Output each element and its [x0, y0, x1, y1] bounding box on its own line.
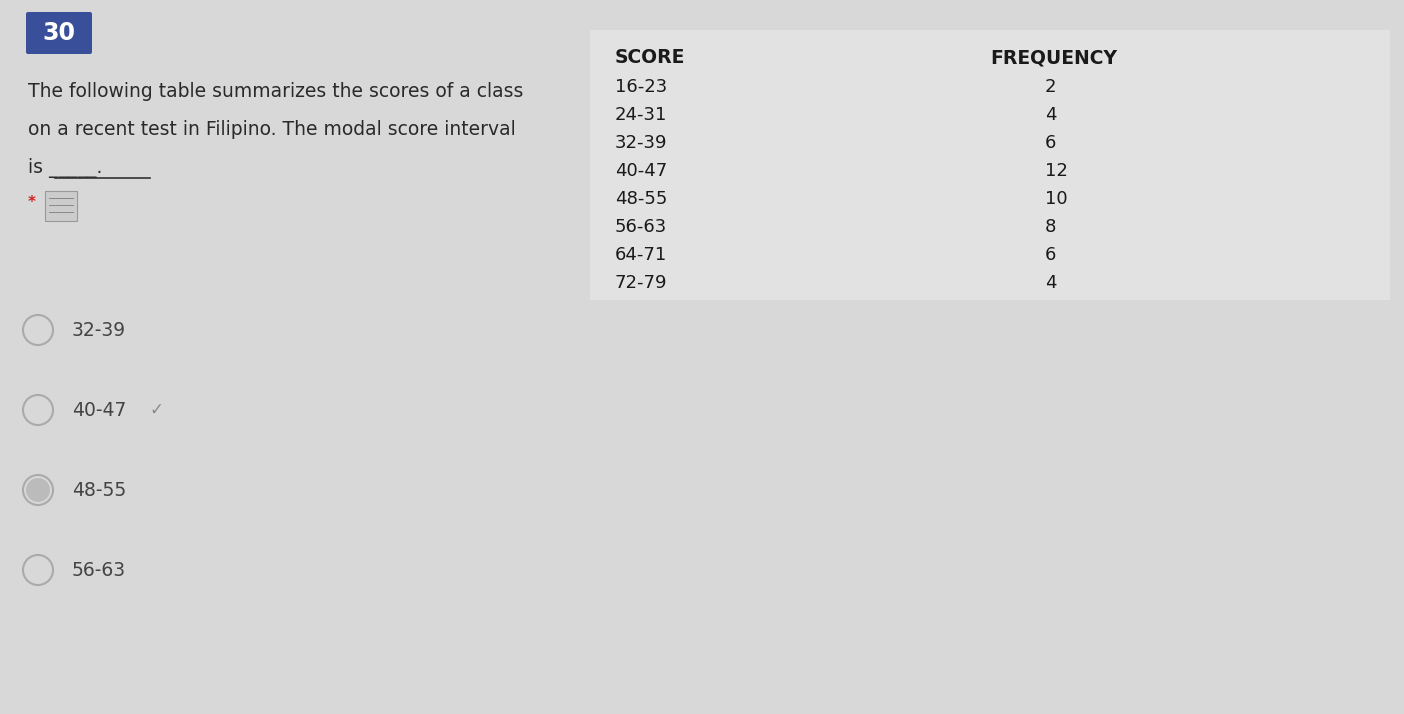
Text: 24-31: 24-31 [615, 106, 667, 124]
Text: 72-79: 72-79 [615, 274, 667, 292]
Text: SCORE: SCORE [615, 48, 685, 67]
Text: on a recent test in Filipino. The modal score interval: on a recent test in Filipino. The modal … [28, 120, 515, 139]
Text: The following table summarizes the scores of a class: The following table summarizes the score… [28, 82, 524, 101]
Text: 16-23: 16-23 [615, 78, 667, 96]
Text: 12: 12 [1045, 162, 1068, 180]
Text: 4: 4 [1045, 274, 1056, 292]
Text: 10: 10 [1045, 190, 1067, 208]
Text: ✓: ✓ [150, 401, 164, 419]
Text: 48-55: 48-55 [72, 481, 126, 500]
Text: 48-55: 48-55 [615, 190, 667, 208]
Text: 8: 8 [1045, 218, 1056, 236]
Text: 2: 2 [1045, 78, 1056, 96]
Text: *: * [28, 195, 37, 210]
Text: 4: 4 [1045, 106, 1056, 124]
FancyBboxPatch shape [45, 191, 77, 221]
Text: 56-63: 56-63 [615, 218, 667, 236]
Text: 6: 6 [1045, 134, 1056, 152]
Text: is _____.: is _____. [28, 158, 102, 178]
FancyBboxPatch shape [590, 30, 1390, 300]
Text: 32-39: 32-39 [615, 134, 667, 152]
Text: 56-63: 56-63 [72, 560, 126, 580]
FancyBboxPatch shape [27, 12, 93, 54]
Text: 6: 6 [1045, 246, 1056, 264]
Circle shape [27, 478, 51, 502]
Text: 32-39: 32-39 [72, 321, 126, 339]
Text: 40-47: 40-47 [72, 401, 126, 420]
Text: FREQUENCY: FREQUENCY [990, 48, 1118, 67]
Text: 30: 30 [42, 21, 76, 45]
Text: 40-47: 40-47 [615, 162, 667, 180]
Text: 64-71: 64-71 [615, 246, 667, 264]
